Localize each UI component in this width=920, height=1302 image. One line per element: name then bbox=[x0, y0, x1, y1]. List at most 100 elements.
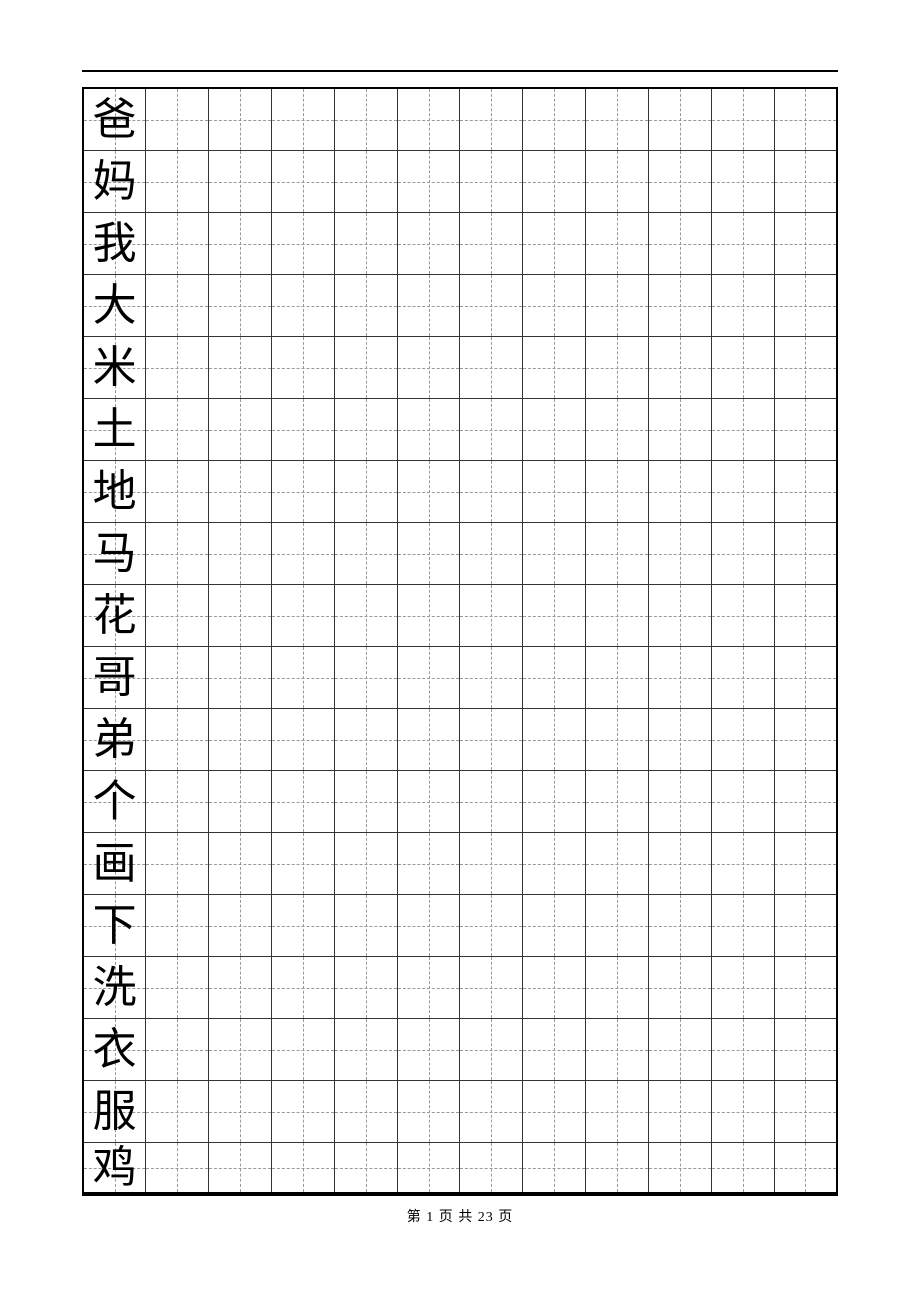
practice-cell bbox=[523, 213, 586, 275]
chinese-character: 鸡 bbox=[84, 1143, 145, 1192]
practice-cell bbox=[648, 1143, 711, 1194]
practice-cell bbox=[397, 647, 460, 709]
practice-cell bbox=[460, 523, 523, 585]
practice-cell bbox=[334, 213, 397, 275]
chinese-character: 爸 bbox=[84, 89, 145, 150]
practice-cell bbox=[146, 585, 209, 647]
practice-cell bbox=[271, 895, 334, 957]
practice-cell bbox=[209, 771, 272, 833]
practice-cell bbox=[586, 771, 649, 833]
practice-cell bbox=[711, 771, 774, 833]
practice-cell bbox=[271, 275, 334, 337]
practice-cell bbox=[146, 275, 209, 337]
practice-cell bbox=[146, 895, 209, 957]
practice-cell bbox=[397, 337, 460, 399]
practice-cell bbox=[648, 523, 711, 585]
character-cell: 哥 bbox=[83, 647, 146, 709]
practice-cell bbox=[460, 275, 523, 337]
practice-cell bbox=[648, 88, 711, 151]
practice-cell bbox=[523, 1143, 586, 1194]
practice-cell bbox=[146, 833, 209, 895]
practice-cell bbox=[711, 151, 774, 213]
chinese-character: 服 bbox=[84, 1081, 145, 1142]
practice-cell bbox=[460, 461, 523, 523]
practice-cell bbox=[586, 585, 649, 647]
practice-cell bbox=[397, 1081, 460, 1143]
practice-cell bbox=[774, 647, 837, 709]
practice-cell bbox=[460, 771, 523, 833]
page-footer: 第 1 页 共 23 页 bbox=[82, 1206, 838, 1226]
grid-row: 地 bbox=[83, 461, 837, 523]
practice-cell bbox=[774, 523, 837, 585]
practice-cell bbox=[271, 833, 334, 895]
practice-cell bbox=[397, 399, 460, 461]
practice-cell bbox=[523, 585, 586, 647]
practice-cell bbox=[271, 1143, 334, 1194]
practice-cell bbox=[271, 957, 334, 1019]
practice-cell bbox=[397, 771, 460, 833]
practice-cell bbox=[397, 833, 460, 895]
character-cell: 地 bbox=[83, 461, 146, 523]
practice-cell bbox=[774, 709, 837, 771]
character-practice-grid: 爸妈我大米土地马花哥弟个画下洗衣服鸡 bbox=[82, 87, 838, 1194]
footer-middle: 页 共 bbox=[434, 1210, 478, 1225]
character-cell: 土 bbox=[83, 399, 146, 461]
practice-cell bbox=[460, 151, 523, 213]
top-horizontal-rule bbox=[82, 70, 838, 72]
practice-cell bbox=[711, 88, 774, 151]
practice-cell bbox=[397, 1143, 460, 1194]
practice-cell bbox=[711, 461, 774, 523]
practice-cell bbox=[397, 461, 460, 523]
practice-cell bbox=[209, 895, 272, 957]
practice-cell bbox=[397, 213, 460, 275]
practice-cell bbox=[523, 88, 586, 151]
practice-cell bbox=[271, 213, 334, 275]
character-cell: 马 bbox=[83, 523, 146, 585]
practice-cell bbox=[648, 151, 711, 213]
grid-row: 下 bbox=[83, 895, 837, 957]
practice-cell bbox=[523, 151, 586, 213]
practice-cell bbox=[271, 523, 334, 585]
practice-cell bbox=[397, 709, 460, 771]
practice-cell bbox=[146, 88, 209, 151]
practice-cell bbox=[334, 523, 397, 585]
practice-cell bbox=[334, 1081, 397, 1143]
practice-cell bbox=[209, 151, 272, 213]
practice-cell bbox=[460, 213, 523, 275]
practice-cell bbox=[271, 647, 334, 709]
practice-cell bbox=[648, 833, 711, 895]
practice-cell bbox=[711, 709, 774, 771]
practice-cell bbox=[209, 1019, 272, 1081]
practice-cell bbox=[586, 895, 649, 957]
practice-cell bbox=[648, 585, 711, 647]
practice-cell bbox=[460, 895, 523, 957]
practice-cell bbox=[711, 895, 774, 957]
practice-cell bbox=[334, 585, 397, 647]
grid-row: 米 bbox=[83, 337, 837, 399]
footer-prefix: 第 bbox=[407, 1210, 427, 1225]
character-cell: 个 bbox=[83, 771, 146, 833]
practice-cell bbox=[523, 1081, 586, 1143]
practice-cell bbox=[209, 957, 272, 1019]
practice-cell bbox=[523, 1019, 586, 1081]
practice-cell bbox=[460, 957, 523, 1019]
practice-cell bbox=[648, 647, 711, 709]
practice-cell bbox=[209, 833, 272, 895]
practice-cell bbox=[146, 709, 209, 771]
practice-cell bbox=[523, 647, 586, 709]
practice-cell bbox=[209, 461, 272, 523]
character-cell: 米 bbox=[83, 337, 146, 399]
practice-cell bbox=[146, 151, 209, 213]
practice-cell bbox=[271, 709, 334, 771]
practice-cell bbox=[523, 523, 586, 585]
practice-cell bbox=[146, 461, 209, 523]
practice-cell bbox=[460, 709, 523, 771]
character-cell: 画 bbox=[83, 833, 146, 895]
practice-cell bbox=[711, 585, 774, 647]
grid-row: 画 bbox=[83, 833, 837, 895]
practice-cell bbox=[271, 771, 334, 833]
grid-row: 爸 bbox=[83, 88, 837, 151]
practice-cell bbox=[397, 275, 460, 337]
practice-cell bbox=[774, 275, 837, 337]
practice-cell bbox=[334, 275, 397, 337]
